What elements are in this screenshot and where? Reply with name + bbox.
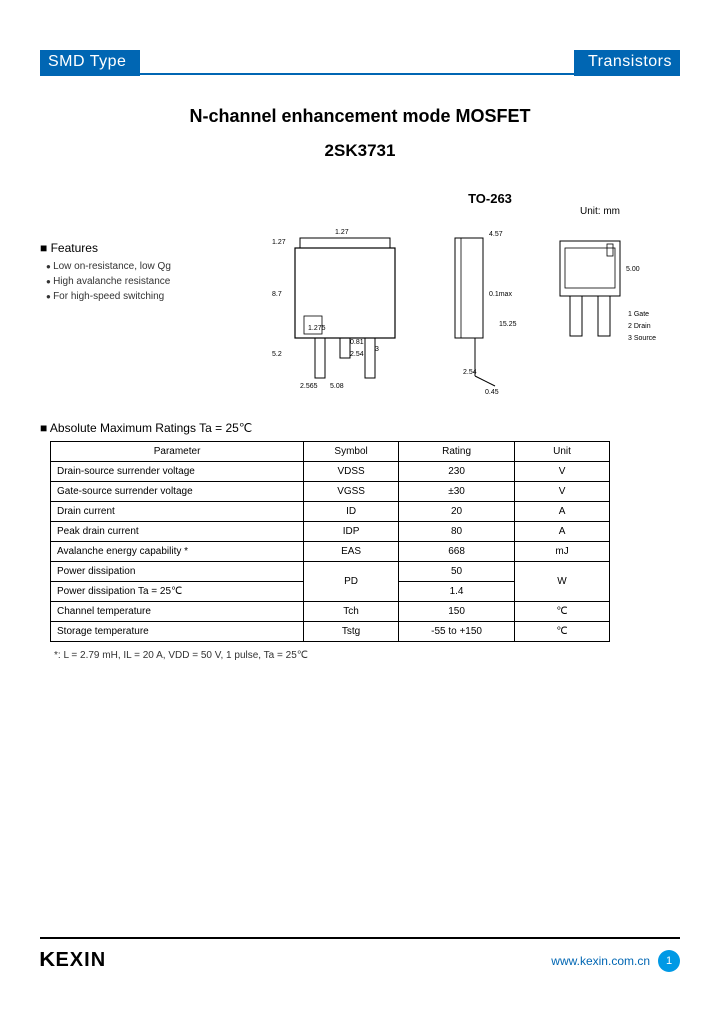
cell-symbol: EAS	[304, 542, 399, 562]
svg-text:8.7: 8.7	[272, 291, 282, 298]
header-category: SMD Type	[40, 50, 140, 76]
cell-parameter: Channel temperature	[51, 602, 304, 622]
col-symbol: Symbol	[304, 442, 399, 462]
cell-rating: -55 to +150	[399, 622, 515, 642]
cell-parameter: Gate-source surrender voltage	[51, 482, 304, 502]
cell-rating: 150	[399, 602, 515, 622]
svg-text:4.57: 4.57	[489, 231, 503, 238]
cell-rating: 1.4	[399, 582, 515, 602]
cell-parameter: Power dissipation Ta = 25℃	[51, 582, 304, 602]
cell-rating: 50	[399, 562, 515, 582]
feature-item: Low on-resistance, low Qg	[46, 261, 240, 272]
cell-rating: ±30	[399, 482, 515, 502]
col-rating: Rating	[399, 442, 515, 462]
page-number-badge: 1	[658, 950, 680, 972]
part-number: 2SK3731	[40, 141, 680, 161]
header-type: Transistors	[574, 50, 680, 76]
cell-unit: V	[515, 482, 610, 502]
cell-unit: ℃	[515, 622, 610, 642]
table-row: Avalanche energy capability *EAS668mJ	[51, 542, 610, 562]
feature-item: High avalanche resistance	[46, 276, 240, 287]
svg-text:0.1max: 0.1max	[489, 291, 512, 298]
package-diagram: TO-263 Unit: mm 1.27 1.27 8.7 5.2 1.275 …	[240, 191, 680, 411]
package-outline-svg: 1.27 1.27 8.7 5.2 1.275 2.565 5.08 2.54 …	[240, 206, 680, 406]
cell-symbol: IDP	[304, 522, 399, 542]
cell-unit: ℃	[515, 602, 610, 622]
table-header-row: Parameter Symbol Rating Unit	[51, 442, 610, 462]
brand-logo: KEXIN	[40, 949, 106, 972]
svg-text:2 Drain: 2 Drain	[628, 323, 651, 330]
cell-rating: 80	[399, 522, 515, 542]
header-bar: SMD Type Transistors	[40, 50, 680, 76]
table-row: Power dissipationPD50W	[51, 562, 610, 582]
cell-unit: W	[515, 562, 610, 602]
svg-text:5.2: 5.2	[272, 351, 282, 358]
footer-url: www.kexin.com.cn	[551, 954, 650, 968]
svg-text:5.08: 5.08	[330, 383, 344, 390]
cell-parameter: Avalanche energy capability *	[51, 542, 304, 562]
package-name: TO-263	[300, 191, 680, 206]
unit-label: Unit: mm	[580, 206, 620, 217]
col-unit: Unit	[515, 442, 610, 462]
col-parameter: Parameter	[51, 442, 304, 462]
table-row: Peak drain currentIDP80A	[51, 522, 610, 542]
cell-parameter: Drain-source surrender voltage	[51, 462, 304, 482]
svg-text:3 Source: 3 Source	[628, 335, 656, 342]
svg-text:1.275: 1.275	[308, 325, 326, 332]
svg-text:1.27: 1.27	[272, 239, 286, 246]
svg-text:2.54: 2.54	[463, 369, 477, 376]
page-footer: KEXIN www.kexin.com.cn 1	[40, 937, 680, 972]
table-row: Drain-source surrender voltageVDSS230V	[51, 462, 610, 482]
cell-symbol: Tstg	[304, 622, 399, 642]
cell-unit: mJ	[515, 542, 610, 562]
cell-parameter: Drain current	[51, 502, 304, 522]
cell-unit: A	[515, 522, 610, 542]
table-row: Channel temperatureTch150℃	[51, 602, 610, 622]
cell-parameter: Storage temperature	[51, 622, 304, 642]
ratings-heading: Absolute Maximum Ratings Ta = 25℃	[40, 421, 680, 435]
features-heading: Features	[40, 241, 240, 255]
doc-title: N-channel enhancement mode MOSFET	[40, 106, 680, 127]
ratings-section: Absolute Maximum Ratings Ta = 25℃ Parame…	[40, 421, 680, 661]
table-row: Gate-source surrender voltageVGSS±30V	[51, 482, 610, 502]
svg-text:0.45: 0.45	[485, 389, 499, 396]
cell-symbol: ID	[304, 502, 399, 522]
cell-rating: 668	[399, 542, 515, 562]
title-block: N-channel enhancement mode MOSFET 2SK373…	[40, 106, 680, 161]
svg-text:1.27: 1.27	[335, 229, 349, 236]
svg-text:5.00: 5.00	[626, 266, 640, 273]
svg-text:0.81: 0.81	[350, 339, 364, 346]
feature-item: For high-speed switching	[46, 291, 240, 302]
cell-parameter: Power dissipation	[51, 562, 304, 582]
svg-text:15.25: 15.25	[499, 321, 517, 328]
cell-symbol: VGSS	[304, 482, 399, 502]
cell-rating: 20	[399, 502, 515, 522]
ratings-footnote: *: L = 2.79 mH, IL = 20 A, VDD = 50 V, 1…	[54, 650, 680, 661]
svg-text:3: 3	[375, 346, 379, 353]
cell-parameter: Peak drain current	[51, 522, 304, 542]
svg-text:2.565: 2.565	[300, 383, 318, 390]
footer-divider	[40, 937, 680, 939]
header-divider	[140, 50, 574, 75]
svg-text:2.54: 2.54	[350, 351, 364, 358]
table-row: Drain currentID20A	[51, 502, 610, 522]
cell-symbol: PD	[304, 562, 399, 602]
cell-unit: V	[515, 462, 610, 482]
features-section: Features Low on-resistance, low Qg High …	[40, 191, 240, 411]
ratings-table: Parameter Symbol Rating Unit Drain-sourc…	[50, 441, 610, 642]
cell-symbol: VDSS	[304, 462, 399, 482]
svg-text:1 Gate: 1 Gate	[628, 311, 649, 318]
cell-unit: A	[515, 502, 610, 522]
table-row: Storage temperatureTstg-55 to +150℃	[51, 622, 610, 642]
cell-symbol: Tch	[304, 602, 399, 622]
cell-rating: 230	[399, 462, 515, 482]
